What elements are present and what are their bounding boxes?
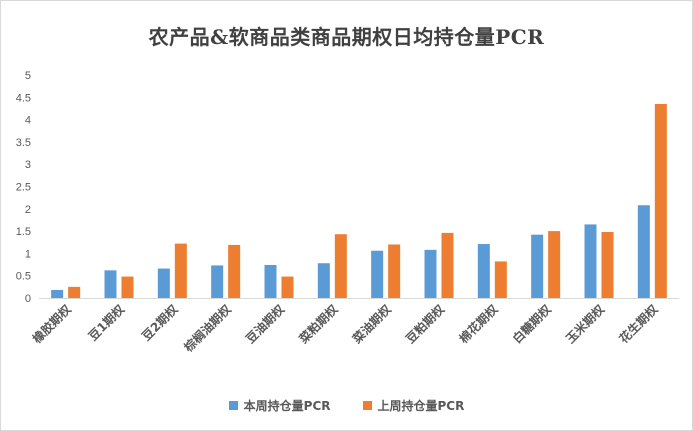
legend-label-this-week: 本周持仓量PCR — [243, 399, 331, 413]
bar-this-week — [584, 224, 597, 298]
y-tick-label: 1 — [25, 248, 31, 260]
x-tick-label: 白糖期权 — [509, 301, 554, 346]
bar-last-week — [121, 276, 134, 298]
legend-label-last-week: 上周持仓量PCR — [377, 399, 465, 413]
bar-this-week — [104, 270, 117, 298]
bar-last-week — [494, 261, 507, 298]
legend-item-this-week: 本周持仓量PCR — [228, 397, 331, 414]
y-tick-label: 1.5 — [16, 226, 31, 238]
y-tick-label: 4.5 — [16, 92, 31, 104]
y-tick-label: 3.5 — [16, 137, 31, 149]
bar-this-week — [637, 205, 650, 298]
bar-last-week — [548, 231, 561, 298]
bar-this-week — [531, 234, 544, 298]
x-tick-label: 菜粕期权 — [295, 301, 341, 347]
bar-this-week — [317, 263, 330, 298]
chart-title: 农产品&软商品类商品期权日均持仓量PCR — [148, 25, 545, 49]
x-tick-label: 玉米期权 — [563, 301, 608, 346]
x-tick-label: 花生期权 — [616, 301, 661, 346]
y-tick-label: 3 — [25, 159, 31, 171]
y-tick-label: 5 — [25, 70, 31, 82]
bar-this-week — [264, 264, 277, 298]
bar-this-week — [424, 249, 437, 298]
bar-last-week — [228, 244, 241, 298]
bar-this-week — [211, 265, 224, 298]
y-tick-label: 0 — [25, 293, 31, 305]
bar-last-week — [441, 232, 454, 298]
bar-last-week — [174, 243, 187, 298]
legend-item-last-week: 上周持仓量PCR — [362, 397, 465, 414]
bar-last-week — [654, 103, 667, 299]
bar-this-week — [477, 244, 490, 298]
x-tick-label: 豆粕期权 — [403, 301, 448, 346]
x-tick-label: 豆2期权 — [138, 301, 181, 344]
bar-this-week — [157, 268, 170, 298]
y-tick-label: 4 — [25, 115, 31, 127]
x-tick-label: 豆油期权 — [243, 301, 288, 346]
y-tick-label: 0.5 — [16, 271, 31, 283]
bar-last-week — [334, 234, 347, 298]
bar-last-week — [601, 231, 614, 298]
x-tick-label: 棕榈油期权 — [180, 301, 234, 355]
x-tick-label: 菜油期权 — [349, 301, 395, 347]
bar-last-week — [388, 244, 401, 298]
bar-this-week — [371, 250, 384, 298]
y-tick-label: 2.5 — [16, 182, 31, 194]
bar-last-week — [281, 276, 294, 298]
y-tick-label: 2 — [25, 204, 31, 216]
bar-this-week — [51, 289, 64, 298]
legend-swatch-last-week — [362, 401, 372, 410]
x-tick-label: 橡胶期权 — [29, 301, 74, 346]
x-tick-label: 棉花期权 — [456, 301, 501, 346]
legend-swatch-this-week — [228, 401, 238, 410]
bar-last-week — [68, 286, 81, 298]
x-tick-label: 豆1期权 — [85, 301, 128, 344]
chart-legend: 本周持仓量PCR 上周持仓量PCR — [1, 397, 692, 414]
